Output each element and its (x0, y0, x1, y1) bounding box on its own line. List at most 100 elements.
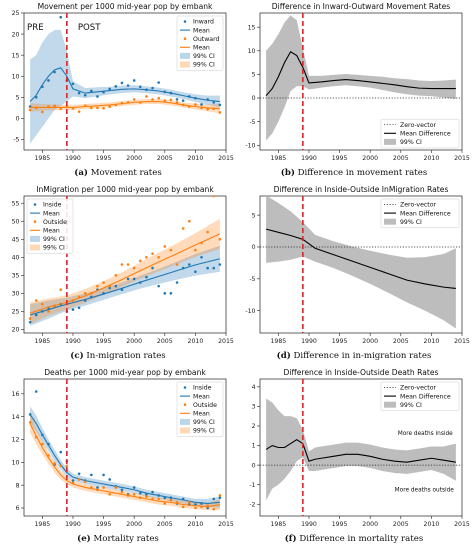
x-tick-label: 2015 (218, 338, 234, 345)
y-tick-label: 25 (12, 309, 20, 316)
data-point-inward (47, 79, 50, 82)
legend-label: Inward (193, 19, 214, 26)
plot-area (28, 13, 222, 150)
chart-inmigration-rates: InMigration per 1000 mid-year pop by emb… (12, 185, 234, 345)
data-point-inside (96, 486, 99, 489)
data-point-inside (28, 413, 32, 416)
y-tick-label: 55 (12, 200, 20, 207)
data-point-outside (34, 299, 38, 302)
y-tick-label: 0 (252, 244, 256, 251)
x-tick-label: 2005 (393, 155, 409, 162)
legend-label: Mean (193, 393, 210, 400)
data-point-outside (65, 464, 69, 468)
data-point-outward (218, 111, 222, 114)
legend-label: 99% CI (193, 419, 215, 426)
y-tick-label: 12 (12, 437, 20, 444)
y-tick-label: 10 (12, 460, 20, 467)
legend-label: Inside (43, 202, 62, 209)
data-point-inside (139, 491, 142, 495)
legend-patch (180, 52, 190, 59)
legend-label: Mean (193, 411, 210, 418)
data-point-outside (83, 292, 87, 295)
plot-frame (23, 378, 227, 517)
legend-label: Mean (43, 210, 60, 217)
data-point-outside (175, 501, 179, 504)
data-point-inside (77, 472, 81, 476)
y-tick-label: 3 (252, 404, 256, 411)
data-point-outside (96, 488, 99, 492)
data-point-inside (102, 292, 105, 295)
data-point-outside (200, 505, 203, 509)
data-point-inside (108, 478, 111, 481)
data-point-outward (71, 106, 75, 110)
x-tick-label: 2010 (188, 521, 204, 528)
data-point-outside (169, 248, 173, 252)
legend-box (380, 198, 460, 229)
legend-marker (183, 386, 187, 389)
y-tick-label: 5 (252, 212, 256, 219)
data-point-outside (157, 255, 160, 259)
data-point-inside (47, 442, 50, 446)
data-point-inward (157, 81, 160, 84)
mean-difference-line (265, 228, 456, 289)
y-tick-label: -10 (245, 142, 255, 149)
data-point-outside (96, 284, 99, 288)
data-point-outward (194, 103, 197, 106)
data-point-outward (59, 107, 63, 110)
data-point-inward (126, 84, 130, 87)
x-tick-label: 2005 (157, 521, 173, 528)
plot-frame (23, 12, 227, 151)
data-point-inward (108, 87, 111, 91)
y-tick-label: -5 (249, 119, 255, 126)
x-tick-label: 1995 (96, 338, 112, 345)
data-point-inside (132, 486, 136, 489)
data-point-outside (151, 497, 154, 501)
chart-title: Deaths per 1000 mid-year pop by embank (44, 368, 206, 377)
mean-line-outward (30, 100, 220, 110)
data-point-outward (157, 96, 160, 100)
data-point-outside (169, 498, 173, 502)
data-point-inward (145, 88, 148, 92)
data-point-outside (206, 230, 209, 234)
data-point-inward (120, 81, 124, 85)
data-point-outward (53, 104, 56, 108)
y-tick-label: 16 (12, 391, 20, 398)
x-tick-label: 1990 (301, 521, 317, 528)
data-point-inside (181, 497, 185, 501)
annotation-label: POST (78, 23, 101, 33)
y-tick-label: 50 (12, 218, 20, 225)
data-point-inside (218, 496, 222, 500)
annotation-label: PRE (27, 23, 44, 33)
y-tick-label: -1 (249, 482, 255, 489)
data-point-outward (212, 107, 216, 110)
data-point-outside (132, 493, 136, 496)
y-tick-label: 10 (248, 48, 256, 55)
y-tick-label: 20 (12, 327, 20, 334)
data-point-outside (59, 464, 63, 468)
ci-band-outside (30, 218, 220, 324)
data-point-inward (96, 95, 99, 98)
legend-label: 99% CI (400, 402, 422, 409)
mean-difference-line (265, 50, 456, 97)
y-tick-label: 1 (252, 443, 256, 450)
data-point-inside (157, 494, 160, 497)
plot-frame (23, 195, 227, 334)
data-point-inward (181, 99, 185, 102)
chart-title: Movement per 1000 mid-year pop by embank (38, 2, 213, 11)
data-point-inward (187, 95, 191, 98)
data-point-outward (120, 101, 124, 105)
data-point-inward (200, 103, 203, 106)
plot-area (260, 196, 462, 333)
caption-a: (a) Movement rates (0, 168, 236, 178)
data-point-outside (145, 495, 148, 498)
data-point-outside (34, 435, 38, 439)
mean-difference-line (265, 439, 456, 463)
y-tick-label: 30 (12, 291, 20, 298)
data-point-inside (108, 286, 111, 290)
plot-frame (259, 378, 463, 517)
legend-label: 99% CI (43, 236, 65, 243)
legend-patch (30, 244, 40, 251)
data-point-outward (108, 105, 111, 108)
